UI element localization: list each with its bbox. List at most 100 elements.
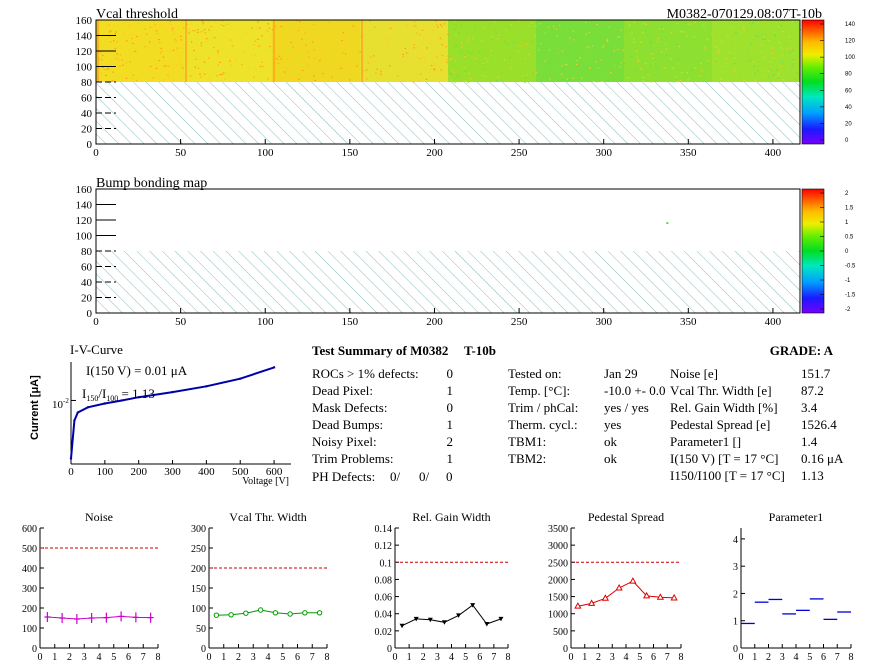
ph-defects-value: 0/ (390, 469, 401, 484)
map-pixel (627, 21, 629, 23)
iv-point (272, 366, 276, 369)
map-pixel (544, 32, 547, 34)
map-pixel (337, 65, 339, 67)
map-pixel (369, 75, 372, 78)
map-pixel (169, 50, 172, 52)
map-pixel (416, 46, 418, 49)
palette-tick-label: 60 (845, 88, 852, 94)
map-pixel (426, 47, 428, 49)
map-pixel (396, 79, 399, 81)
map-pixel (413, 47, 415, 49)
map-pixel (531, 22, 534, 25)
map-pixel (466, 81, 469, 83)
map-pixel (663, 67, 666, 69)
map-pixel (181, 47, 183, 49)
map-pixel (386, 33, 389, 35)
roc-xtick-label: 2 (67, 652, 72, 663)
map-pixel (173, 63, 175, 65)
map-xtick-label: 150 (342, 147, 359, 159)
map-pixel (674, 76, 677, 78)
map-pixel (116, 53, 118, 55)
map-pixel (344, 53, 347, 55)
roc-ytick-label: 0.14 (375, 524, 393, 535)
roc-point (615, 583, 623, 591)
map-pixel (268, 27, 271, 29)
map-pixel (636, 56, 638, 58)
ph-defects-label: PH Defects: (312, 469, 375, 484)
map-pixel (651, 64, 653, 66)
map-pixel (693, 36, 695, 38)
roc-point (498, 616, 504, 622)
map-pixel (593, 47, 595, 49)
map-pixel (740, 32, 743, 34)
map-pixel (173, 77, 175, 79)
map-pixel (768, 40, 770, 42)
map-pixel (603, 45, 605, 47)
map-roc-block (272, 20, 360, 82)
map-pixel (340, 67, 342, 70)
map-pixel (626, 77, 629, 79)
map-ytick-label: 160 (76, 184, 93, 196)
map-pixel (295, 29, 297, 31)
map-pixel (445, 47, 448, 49)
map-pixel (734, 42, 737, 44)
condition-label: Tested on: (508, 366, 562, 381)
map-pixel (287, 47, 289, 49)
map-pixel (735, 32, 737, 34)
map-pixel (116, 42, 119, 44)
map-pixel (251, 27, 253, 29)
map-pixel (730, 54, 732, 56)
map-pixel (356, 65, 358, 67)
map-ytick-label: 60 (81, 262, 93, 274)
map-pixel (229, 60, 231, 62)
map-pixel (792, 59, 795, 61)
map-pixel (440, 25, 443, 27)
map-pixel (794, 78, 796, 80)
map-pixel (158, 38, 160, 41)
map-pixel (440, 28, 443, 31)
result-label: Parameter1 [] (670, 434, 741, 449)
roc-ytick-label: 200 (22, 604, 37, 615)
map-pixel (606, 38, 609, 40)
map-pixel (474, 57, 477, 60)
map-pixel (494, 31, 497, 33)
map-pixel (250, 54, 252, 56)
roc-ytick-label: 500 (22, 544, 37, 555)
map-pixel (638, 59, 640, 61)
map-pixel (615, 36, 617, 38)
map-pixel (352, 25, 355, 27)
roc-xtick-label: 3 (780, 652, 785, 663)
map-pixel (433, 69, 436, 71)
map-pixel (200, 31, 202, 33)
map-pixel (677, 58, 680, 60)
map-pixel (451, 69, 454, 71)
map-pixel (270, 34, 273, 37)
map-pixel (700, 62, 702, 65)
map-pixel (175, 40, 177, 42)
summary-tag: T-10b (464, 343, 496, 358)
condition-value: yes / yes (604, 400, 649, 415)
map-pixel (305, 44, 307, 46)
ph-defects-value-blue: 0 (446, 469, 453, 484)
map-pixel (282, 36, 285, 39)
map-pixel (116, 41, 118, 43)
roc-xtick-label: 1 (752, 652, 757, 663)
map-pixel (154, 24, 156, 26)
map-pixel (208, 29, 210, 31)
palette-tick-label: 120 (845, 39, 856, 45)
map-pixel (755, 35, 757, 37)
map-ytick-label: 80 (81, 246, 93, 258)
map-pixel (622, 49, 624, 51)
map-pixel (299, 21, 301, 23)
map-pixel (538, 71, 540, 73)
map-pixel (447, 55, 450, 57)
map-xtick-label: 0 (93, 316, 99, 328)
map-pixel (101, 45, 103, 48)
map-pixel (433, 42, 436, 45)
map-pixel (114, 33, 117, 35)
map-pixel (740, 27, 743, 29)
map-pixel (167, 74, 169, 76)
map-pixel (307, 51, 309, 54)
map-pixel (720, 78, 722, 80)
